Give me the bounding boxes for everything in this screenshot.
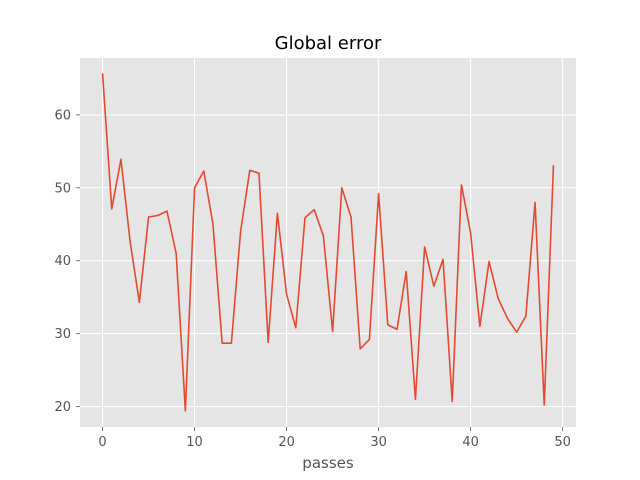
y-tick-label: 50 — [54, 181, 71, 196]
x-tick-label: 0 — [98, 435, 106, 450]
chart-title: Global error — [275, 33, 382, 54]
x-tick-label: 50 — [554, 435, 571, 450]
y-tick-label: 30 — [54, 327, 71, 342]
series-line — [101, 73, 555, 412]
grid — [80, 58, 576, 427]
x-tick-label: 10 — [186, 435, 203, 450]
x-tick-label: 30 — [370, 435, 387, 450]
y-tick-label: 60 — [54, 108, 71, 123]
x-tick-label: 20 — [278, 435, 295, 450]
x-tick-label: 40 — [462, 435, 479, 450]
ticks: 0 10 20 30 40 50 20 30 40 50 60 — [54, 108, 570, 450]
y-tick-label: 40 — [54, 254, 71, 269]
x-axis-label: passes — [302, 454, 354, 472]
plot-area — [80, 58, 576, 427]
y-tick-label: 20 — [54, 400, 71, 415]
